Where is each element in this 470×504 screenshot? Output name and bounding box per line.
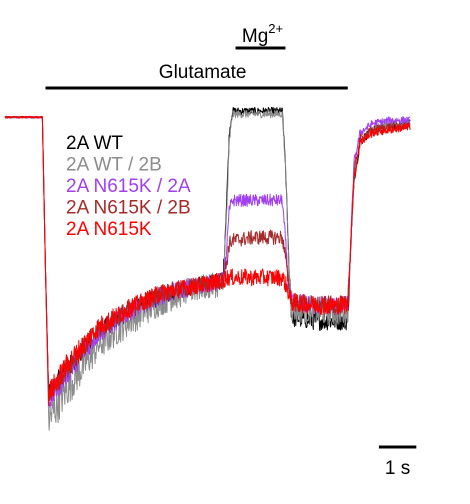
legend-entry: 2A N615K [66,219,152,240]
traces [4,106,411,431]
scale-bar-label: 1 s [385,458,410,479]
mg-label: Mg2+ [242,21,283,47]
legend-entry: 2A N615K / 2B [66,198,191,219]
legend-entry: 2A N615K / 2A [66,176,191,197]
mg-label-superscript: 2+ [268,21,283,36]
legend-entry: 2A WT [66,133,123,154]
glutamate-label: Glutamate [159,62,247,83]
scale-bar: 1 s [378,445,417,479]
legend-entry: 2A WT / 2B [66,155,162,176]
mg-label-base: Mg [242,26,268,47]
application-bars: Glutamate Mg2+ [45,21,348,90]
trace-2a-n615k [4,115,411,407]
